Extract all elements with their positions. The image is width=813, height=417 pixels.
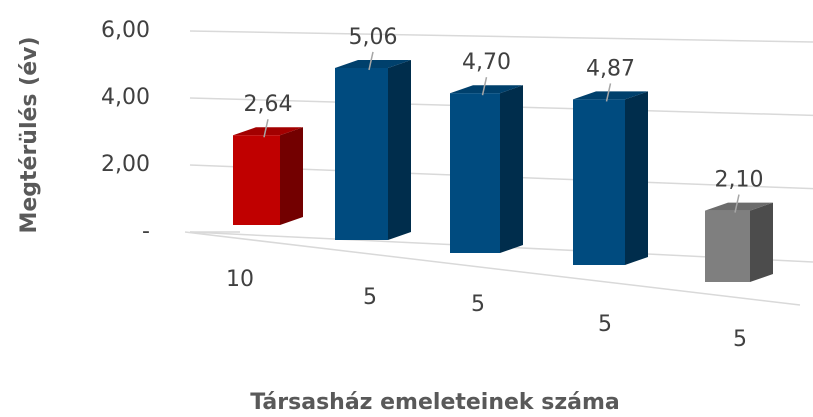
bar [335, 67, 388, 241]
bar-side [388, 59, 411, 241]
bar-side [500, 85, 523, 253]
bar-side [625, 91, 648, 265]
value-label: 2,10 [715, 168, 764, 193]
bar-top [335, 59, 411, 68]
bar [573, 99, 625, 265]
leader-line [734, 194, 740, 213]
bar-top [705, 202, 773, 211]
bar-side [280, 127, 303, 225]
grid-line [189, 30, 813, 43]
y-axis-title: Megtérülés (év) [17, 36, 42, 233]
value-label: 4,87 [586, 56, 635, 81]
value-label: 4,70 [462, 50, 511, 75]
bar-top [233, 127, 303, 136]
bar [233, 135, 280, 225]
y-tick-label: 6,00 [101, 18, 150, 43]
bar-side [750, 202, 773, 282]
bar [450, 93, 500, 253]
value-label: 5,06 [349, 25, 398, 50]
x-tick-label: 10 [226, 267, 254, 292]
bar [705, 210, 750, 282]
value-label: 2,64 [244, 92, 293, 117]
x-tick-label: 5 [363, 285, 377, 310]
floor-front [184, 231, 801, 306]
y-tick-label: - [142, 219, 150, 244]
x-axis-title: Társasház emeleteinek száma [250, 390, 619, 415]
bar-top [573, 91, 648, 100]
leader-line [481, 77, 488, 96]
leader-line [368, 51, 374, 71]
leader-line [263, 119, 269, 138]
y-tick-label: 2,00 [101, 152, 150, 177]
x-tick-label: 5 [733, 327, 747, 352]
bar-top [450, 85, 523, 94]
leader-line [605, 83, 612, 102]
y-tick-label: 4,00 [101, 85, 150, 110]
x-tick-label: 5 [471, 292, 485, 317]
x-tick-label: 5 [598, 312, 612, 337]
